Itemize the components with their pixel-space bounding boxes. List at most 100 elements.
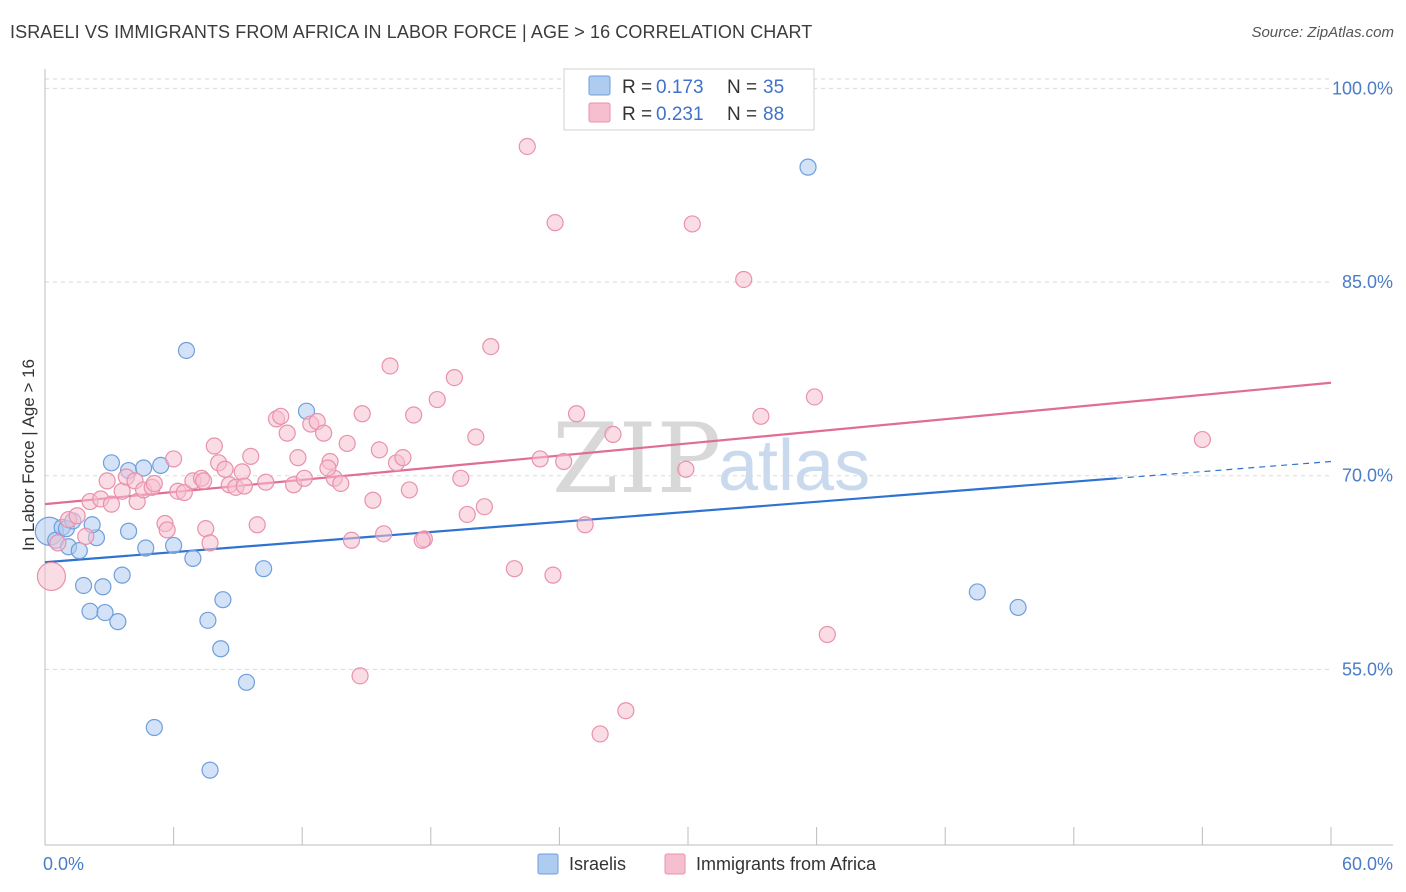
israelis-point bbox=[184, 549, 202, 567]
africa-point bbox=[370, 441, 388, 459]
africa-point bbox=[278, 424, 296, 442]
africa-point bbox=[805, 388, 824, 406]
africa-point bbox=[295, 469, 313, 487]
legend-r-label-israelis: R = bbox=[622, 77, 652, 98]
israelis-point bbox=[70, 542, 88, 560]
legend-n-value-africa: 88 bbox=[763, 104, 784, 125]
africa-point bbox=[257, 473, 275, 491]
africa-point bbox=[381, 357, 399, 375]
africa-point bbox=[242, 447, 260, 465]
legend-r-value-israelis: 0.173 bbox=[656, 77, 704, 98]
africa-point bbox=[576, 516, 594, 534]
legend-label-israelis: Israelis bbox=[569, 854, 626, 874]
israelis-point bbox=[1009, 598, 1027, 617]
africa-point bbox=[567, 405, 586, 423]
israelis-point bbox=[74, 576, 93, 595]
watermark-atlas: atlas bbox=[718, 426, 870, 506]
africa-point bbox=[683, 215, 701, 233]
africa-point bbox=[77, 527, 95, 546]
africa-point bbox=[175, 483, 193, 502]
africa-point bbox=[158, 521, 176, 539]
correlation-legend: R = 0.173 N = 35 R = 0.231 N = 88 bbox=[563, 68, 815, 131]
legend-label-africa: Immigrants from Africa bbox=[696, 854, 877, 874]
legend-n-value-israelis: 35 bbox=[763, 77, 784, 98]
legend-swatch-africa bbox=[588, 102, 611, 123]
israelis-point bbox=[799, 158, 817, 176]
africa-point bbox=[235, 477, 253, 495]
israelis-point bbox=[165, 536, 183, 555]
africa-point bbox=[531, 450, 549, 468]
africa-point bbox=[735, 270, 753, 289]
africa-point bbox=[102, 495, 121, 513]
africa-point bbox=[394, 449, 412, 467]
africa-point bbox=[272, 407, 290, 425]
y-tick-label: 70.0% bbox=[1342, 466, 1393, 486]
africa-point bbox=[197, 520, 215, 538]
legend-r-value-africa: 0.231 bbox=[656, 104, 704, 125]
legend-swatch-israelis bbox=[588, 75, 611, 96]
africa-point bbox=[319, 459, 337, 477]
africa-point bbox=[752, 407, 770, 425]
africa-point bbox=[36, 561, 67, 592]
africa-point bbox=[165, 450, 183, 468]
africa-point bbox=[505, 560, 523, 578]
axes: 100.0% 85.0% 70.0% 55.0% 0.0% 60.0% bbox=[43, 69, 1393, 874]
africa-point bbox=[49, 534, 67, 552]
series-legend: Israelis Immigrants from Africa bbox=[537, 853, 877, 875]
legend-swatch-israelis-bottom bbox=[537, 853, 559, 875]
africa-point bbox=[338, 434, 356, 453]
watermark-zip: ZIP bbox=[552, 403, 721, 515]
africa-point bbox=[201, 534, 219, 552]
y-axis-title: In Labor Force | Age > 16 bbox=[19, 359, 38, 551]
africa-point bbox=[405, 406, 423, 424]
africa-point bbox=[518, 137, 536, 156]
israelis-point bbox=[214, 591, 232, 609]
israelis-point bbox=[199, 611, 217, 629]
israelis-trend-extension bbox=[1116, 460, 1332, 479]
africa-point bbox=[351, 667, 369, 685]
y-tick-label: 85.0% bbox=[1342, 272, 1393, 292]
israelis-point bbox=[968, 583, 986, 601]
chart-title: ISRAELI VS IMMIGRANTS FROM AFRICA IN LAB… bbox=[10, 22, 813, 42]
africa-point bbox=[68, 507, 86, 525]
africa-point bbox=[555, 452, 573, 471]
israelis-point bbox=[237, 673, 256, 691]
israelis-point bbox=[81, 602, 99, 620]
israelis-point bbox=[212, 640, 230, 658]
africa-point bbox=[342, 531, 361, 549]
y-tick-label: 55.0% bbox=[1342, 659, 1393, 679]
africa-point bbox=[475, 498, 493, 516]
israelis-point bbox=[177, 341, 196, 360]
data-points bbox=[34, 137, 1212, 779]
africa-point bbox=[289, 449, 307, 467]
africa-point bbox=[467, 428, 485, 446]
africa-point bbox=[332, 474, 350, 493]
israelis-point bbox=[137, 539, 155, 557]
africa-point bbox=[98, 472, 116, 490]
africa-point bbox=[205, 437, 223, 455]
source-note: Source: ZipAtlas.com bbox=[1251, 24, 1394, 41]
africa-point bbox=[604, 425, 622, 444]
israelis-point bbox=[119, 522, 138, 540]
africa-point bbox=[413, 531, 431, 549]
israelis-point bbox=[145, 718, 163, 737]
y-tick-label: 100.0% bbox=[1332, 78, 1393, 98]
africa-point bbox=[248, 516, 266, 534]
africa-point bbox=[216, 460, 234, 478]
israelis-point bbox=[102, 454, 121, 472]
africa-point bbox=[677, 460, 695, 478]
israelis-point bbox=[94, 578, 112, 596]
africa-point bbox=[591, 725, 609, 743]
x-tick-label: 60.0% bbox=[1342, 854, 1393, 874]
africa-point bbox=[233, 463, 251, 481]
israelis-point bbox=[109, 613, 127, 631]
x-tick-label: 0.0% bbox=[43, 854, 84, 874]
africa-point bbox=[445, 368, 463, 387]
israelis-point bbox=[255, 560, 273, 578]
grid-lines bbox=[45, 78, 1331, 670]
africa-point bbox=[818, 625, 836, 644]
africa-point bbox=[145, 474, 163, 493]
africa-point bbox=[195, 472, 213, 490]
legend-swatch-africa-bottom bbox=[664, 853, 686, 875]
